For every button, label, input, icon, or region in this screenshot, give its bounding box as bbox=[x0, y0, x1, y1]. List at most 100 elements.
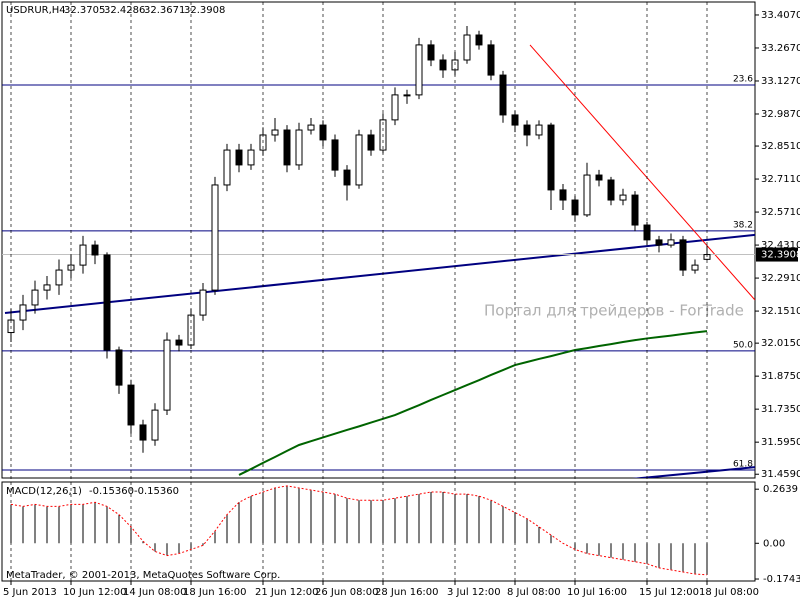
fib-label: 61.8 bbox=[733, 459, 753, 469]
candle-body bbox=[679, 239, 687, 271]
close-readout: 32.3908 bbox=[184, 5, 225, 16]
candle-body bbox=[139, 424, 147, 441]
y-tick-label: 32.1510 bbox=[761, 306, 800, 317]
x-tick-label: 14 Jun 08:00 bbox=[123, 587, 187, 598]
candle-body bbox=[199, 289, 207, 316]
x-tick-label: 8 Jul 08:00 bbox=[507, 587, 561, 598]
candle-body bbox=[415, 44, 423, 96]
candle-body bbox=[55, 269, 63, 286]
watermark: Портал для трейдеров - ForTrade bbox=[484, 302, 744, 320]
candle-body bbox=[295, 129, 303, 166]
candle-body bbox=[691, 264, 699, 271]
header: USDRUR,H4 32.3705 32.4286 32.3671 32.390… bbox=[6, 5, 225, 16]
price-box bbox=[756, 247, 798, 262]
candle-body bbox=[355, 134, 363, 186]
candle-body bbox=[331, 139, 339, 171]
price-label: 32.3908 bbox=[761, 250, 800, 261]
candle-body bbox=[499, 74, 507, 116]
candle-body bbox=[319, 124, 327, 141]
candle-body bbox=[163, 339, 171, 411]
x-tick-label: 10 Jun 12:00 bbox=[63, 587, 127, 598]
y-tick-label: 31.4590 bbox=[761, 469, 800, 480]
x-tick-label: 3 Jul 12:00 bbox=[447, 587, 501, 598]
x-tick-label: 18 Jul 08:00 bbox=[699, 587, 759, 598]
plot bbox=[2, 26, 755, 478]
candle-body bbox=[403, 94, 411, 97]
y-tick-label: 33.1270 bbox=[761, 76, 800, 87]
y-tick-label: 31.7350 bbox=[761, 404, 800, 415]
candle-body bbox=[343, 169, 351, 186]
candle-body bbox=[103, 254, 111, 351]
candle-body bbox=[595, 174, 603, 181]
fib-label: 50.0 bbox=[733, 340, 753, 350]
candle-body bbox=[31, 289, 39, 306]
candle-body bbox=[223, 149, 231, 186]
candle-body bbox=[151, 409, 159, 441]
candle-body bbox=[559, 189, 567, 201]
candle-body bbox=[91, 244, 99, 256]
candle-body bbox=[535, 124, 543, 136]
fib-label: 38.2 bbox=[733, 220, 753, 230]
y-tick-label: 33.4070 bbox=[761, 10, 800, 21]
macd-name: MACD(12,26,1) bbox=[6, 486, 82, 497]
trendline bbox=[631, 466, 755, 478]
candle-body bbox=[487, 44, 495, 76]
y-tick-label: 32.5710 bbox=[761, 207, 800, 218]
y-tick-label: 31.5950 bbox=[761, 437, 800, 448]
y-tick-label: 33.2670 bbox=[761, 43, 800, 54]
candle-body bbox=[115, 349, 123, 386]
candle-body bbox=[283, 129, 291, 166]
candle-body bbox=[463, 34, 471, 61]
signal-readout: -0.15360 bbox=[134, 486, 179, 497]
fib-label: 23.6 bbox=[733, 74, 753, 84]
low-readout: 32.3671 bbox=[144, 5, 185, 16]
candle-body bbox=[619, 194, 627, 201]
candle-body bbox=[175, 339, 183, 346]
y-tick-label: 32.4310 bbox=[761, 240, 800, 251]
candle-body bbox=[391, 94, 399, 121]
x-tick-label: 10 Jul 16:00 bbox=[567, 587, 627, 598]
high-readout: 32.4286 bbox=[104, 5, 145, 16]
candle-body bbox=[271, 129, 279, 136]
candle-body bbox=[523, 124, 531, 136]
macd-tick-label: 0.00 bbox=[763, 538, 785, 549]
main-frame bbox=[1, 1, 756, 479]
y-tick-label: 31.8750 bbox=[761, 371, 800, 382]
x-tick-label: 15 Jul 12:00 bbox=[639, 587, 699, 598]
x-tick-label: 18 Jun 16:00 bbox=[183, 587, 247, 598]
macd-readout: -0.15360 bbox=[89, 486, 134, 497]
candle-body bbox=[235, 149, 243, 166]
y-tick-label: 32.0150 bbox=[761, 338, 800, 349]
y-tick-label: 32.2910 bbox=[761, 273, 800, 284]
candle-body bbox=[631, 194, 639, 226]
trendline bbox=[4, 233, 755, 314]
symbol: USDRUR,H4 bbox=[6, 5, 66, 16]
open-readout: 32.3705 bbox=[64, 5, 105, 16]
candle-body bbox=[667, 239, 675, 246]
copyright: MetaTrader, © 2001-2013, MetaQuotes Soft… bbox=[6, 570, 280, 581]
x-tick-label: 26 Jun 08:00 bbox=[315, 587, 379, 598]
candle-body bbox=[547, 124, 555, 191]
candle-body bbox=[511, 114, 519, 126]
candle-body bbox=[439, 59, 447, 71]
candle-body bbox=[367, 134, 375, 151]
x-tick-label: 21 Jun 12:00 bbox=[255, 587, 319, 598]
candle-body bbox=[211, 184, 219, 291]
y-tick-label: 32.9870 bbox=[761, 109, 800, 120]
macd-tick-label: -0.17437 bbox=[763, 574, 800, 585]
candle-body bbox=[79, 244, 87, 266]
candle-body bbox=[655, 239, 663, 246]
candle-body bbox=[427, 44, 435, 61]
candle-body bbox=[19, 304, 27, 321]
candle-body bbox=[307, 124, 315, 131]
macd-tick-label: 0.2639 bbox=[763, 484, 798, 495]
candle-body bbox=[475, 34, 483, 46]
candle-body bbox=[247, 149, 255, 166]
candle-body bbox=[43, 284, 51, 291]
y-tick-label: 32.8510 bbox=[761, 141, 800, 152]
trendline bbox=[529, 44, 755, 301]
macd-frame bbox=[1, 481, 756, 582]
moving-average bbox=[238, 330, 708, 476]
